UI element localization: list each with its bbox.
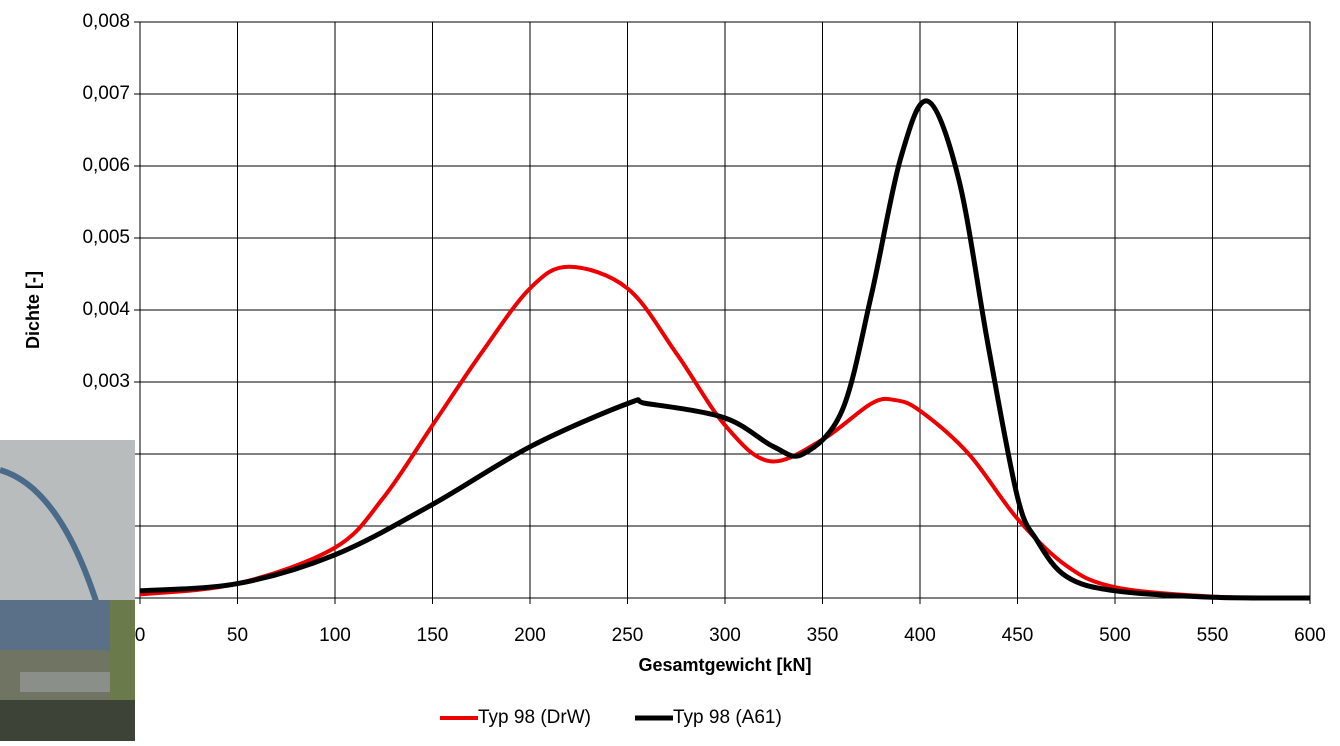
- x-tick-label: 50: [227, 625, 248, 646]
- x-tick-label: 400: [904, 625, 936, 646]
- x-tick-label: 350: [807, 625, 839, 646]
- legend-label: Typ 98 (DrW): [478, 707, 591, 728]
- y-tick-label: 0,007: [82, 83, 130, 104]
- plot-border: [139, 21, 1311, 599]
- line-series: [139, 98, 1311, 601]
- photo: [0, 440, 135, 741]
- y-tick-label: 0,003: [82, 371, 130, 392]
- y-tick-label: 0,008: [82, 11, 130, 32]
- x-tick-label: 600: [1294, 625, 1326, 646]
- x-axis-label: Gesamtgewicht [kN]: [638, 655, 811, 675]
- x-tick-label: 0: [135, 625, 146, 646]
- legend-label: Typ 98 (A61): [673, 707, 782, 728]
- x-tick-label: 150: [417, 625, 449, 646]
- x-tick-label: 100: [319, 625, 351, 646]
- x-tick-label: 200: [514, 625, 546, 646]
- x-tick-label: 450: [1002, 625, 1034, 646]
- y-axis-label: Dichte [-]: [23, 271, 43, 349]
- lines: [139, 98, 1311, 601]
- x-tick-label: 300: [709, 625, 741, 646]
- grid: 0,0000,0010,0020,0030,0040,0050,0060,007…: [82, 11, 1325, 646]
- x-tick-label: 550: [1197, 625, 1229, 646]
- x-tick-label: 500: [1099, 625, 1131, 646]
- y-tick-label: 0,006: [82, 155, 130, 176]
- x-tick-label: 250: [612, 625, 644, 646]
- y-tick-label: 0,004: [82, 299, 130, 320]
- y-tick-label: 0,005: [82, 227, 130, 248]
- legend: Typ 98 (DrW) Typ 98 (A61): [440, 707, 782, 728]
